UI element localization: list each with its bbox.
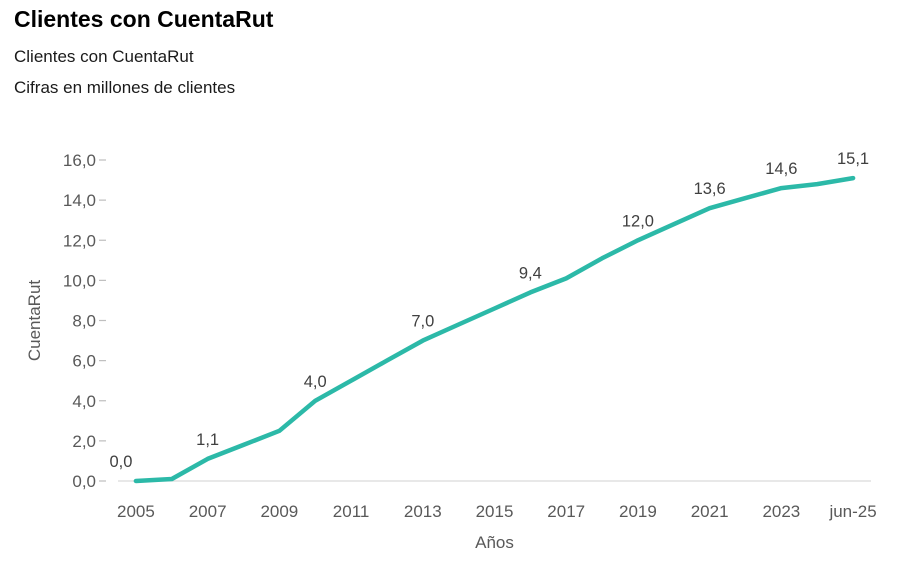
chart-header: Clientes con CuentaRut Clientes con Cuen… <box>14 6 273 98</box>
y-tick-label: 0,0 <box>72 472 96 491</box>
data-label: 13,6 <box>694 180 726 198</box>
y-tick-label: 12,0 <box>63 231 96 250</box>
x-tick-label: 2005 <box>117 502 155 521</box>
x-tick-label: jun-25 <box>828 502 876 521</box>
page-title: Clientes con CuentaRut <box>14 6 274 32</box>
x-tick-label: 2021 <box>691 502 729 521</box>
y-tick-label: 8,0 <box>72 312 96 331</box>
x-tick-label: 2011 <box>333 502 370 521</box>
y-axis-title: CuentaRut <box>25 280 44 362</box>
y-tick-label: 2,0 <box>72 432 96 451</box>
x-tick-label: 2015 <box>476 502 514 521</box>
x-tick-label: 2017 <box>547 502 585 521</box>
x-tick-label: 2013 <box>404 502 442 521</box>
series-line-cuentarut <box>133 175 856 484</box>
data-label: 0,0 <box>109 453 132 471</box>
x-tick-label: 2007 <box>189 502 227 521</box>
data-label: 12,0 <box>622 212 654 230</box>
data-label: 9,4 <box>519 264 542 282</box>
y-tick-label: 10,0 <box>63 271 96 290</box>
data-label: 1,1 <box>196 431 219 449</box>
x-tick-label: 2009 <box>260 502 298 521</box>
x-axis-title: Años <box>475 533 514 552</box>
y-tick-label: 14,0 <box>63 191 96 210</box>
data-label: 14,6 <box>765 160 797 178</box>
x-tick-label: 2019 <box>619 502 657 521</box>
y-tick-label: 6,0 <box>72 352 96 371</box>
y-tick-label: 16,0 <box>63 151 96 170</box>
x-tick-label: 2023 <box>762 502 800 521</box>
data-label: 4,0 <box>304 373 327 391</box>
data-label: 7,0 <box>411 313 434 331</box>
y-tick-label: 4,0 <box>72 392 96 411</box>
data-label: 15,1 <box>837 150 869 168</box>
chart-caption: Cifras en millones de clientes <box>14 78 236 97</box>
chart-subtitle: Clientes con CuentaRut <box>14 47 194 66</box>
